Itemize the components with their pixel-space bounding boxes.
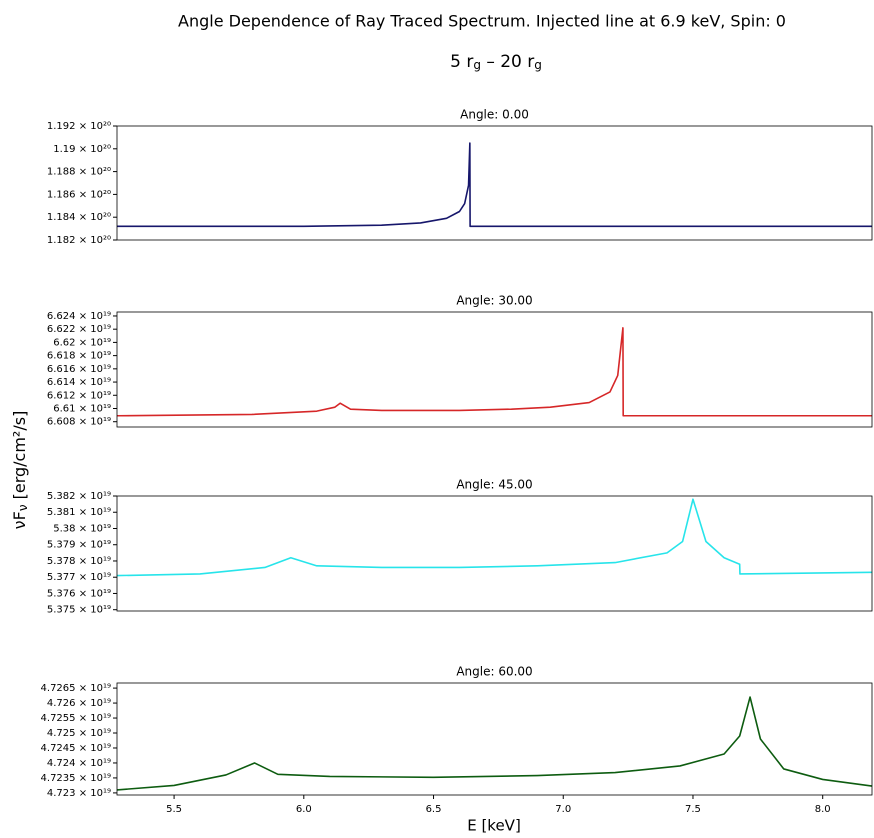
y-tick-label: 5.381 × 10¹⁹ [47,507,111,518]
y-tick-label: 4.7255 × 10¹⁹ [41,713,111,724]
spectrum-line [116,327,872,417]
y-tick-label: 1.192 × 10²⁰ [47,121,111,132]
subscript: g [534,58,542,72]
label-part: νF [10,511,29,529]
x-tick-label: 5.5 [166,804,182,815]
x-tick-label: 7.5 [685,804,701,815]
y-axis-label: νFν [erg/cm²/s] [10,411,31,530]
x-tick-label: 8.0 [815,804,831,815]
y-tick-label: 5.375 × 10¹⁹ [47,605,111,616]
spectrum-line [116,498,873,577]
x-tick-label: 7.0 [555,804,571,815]
y-tick-label: 6.616 × 10¹⁹ [47,364,111,375]
subscript: ν [16,504,30,511]
y-tick-label: 6.614 × 10¹⁹ [47,377,111,388]
y-tick-label: 4.726 × 10¹⁹ [47,698,111,709]
subplot-title: Angle: 30.00 [456,294,532,308]
label-part: [erg/cm²/s] [10,411,29,505]
y-tick-label: 6.624 × 10¹⁹ [47,311,111,322]
x-tick-label: 6.5 [426,804,442,815]
subtitle-part: – 20 r [481,52,534,72]
y-tick-label: 4.7245 × 10¹⁹ [41,743,111,754]
y-tick-label: 5.382 × 10¹⁹ [47,491,111,502]
plot-frame [116,495,873,612]
y-tick-label: 6.618 × 10¹⁹ [47,351,111,362]
y-tick-label: 5.377 × 10¹⁹ [47,572,111,583]
spectrum-line [117,142,872,228]
subplot-title: Angle: 60.00 [456,665,532,679]
y-tick-label: 1.182 × 10²⁰ [47,235,111,246]
y-tick-label: 1.186 × 10²⁰ [47,189,111,200]
y-tick-label: 6.608 × 10¹⁹ [47,417,111,428]
y-tick-label: 5.376 × 10¹⁹ [47,588,111,599]
y-tick-label: 4.7265 × 10¹⁹ [41,683,111,694]
y-tick-label: 4.725 × 10¹⁹ [47,728,111,739]
y-tick-label: 4.7235 × 10¹⁹ [41,773,111,784]
y-tick-label: 4.723 × 10¹⁹ [47,788,111,799]
plot-frame [116,311,873,428]
spectrum-line [116,696,873,791]
y-tick-label: 6.62 × 10¹⁹ [53,337,111,348]
y-tick-label: 1.19 × 10²⁰ [53,144,111,155]
figure-title: Angle Dependence of Ray Traced Spectrum.… [178,12,786,31]
y-tick-label: 6.61 × 10¹⁹ [53,403,111,414]
y-tick-label: 5.379 × 10¹⁹ [47,540,111,551]
y-tick-label: 4.724 × 10¹⁹ [47,758,111,769]
figure-subtitle: 5 rg – 20 rg [450,52,542,72]
y-tick-label: 1.188 × 10²⁰ [47,167,111,178]
subtitle-part: 5 r [450,52,473,72]
y-tick-label: 6.622 × 10¹⁹ [47,324,111,335]
y-tick-label: 5.378 × 10¹⁹ [47,556,111,567]
plot-frame [116,125,873,241]
y-tick-label: 1.184 × 10²⁰ [47,212,111,223]
y-tick-label: 5.38 × 10¹⁹ [53,523,111,534]
plot-frame [116,682,873,796]
y-tick-label: 6.612 × 10¹⁹ [47,390,111,401]
x-axis-label: E [keV] [467,817,521,835]
subplot-title: Angle: 0.00 [460,108,529,122]
subplot-title: Angle: 45.00 [456,478,532,492]
x-tick-label: 6.0 [296,804,312,815]
subscript: g [473,58,481,72]
